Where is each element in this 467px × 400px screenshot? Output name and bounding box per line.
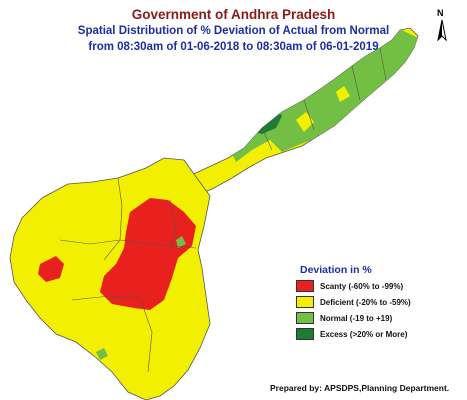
north-arrow: N [431,8,453,44]
north-rainfall-zones [230,28,418,162]
legend-item-deficient: Deficient (-20% to -59%) [296,295,456,309]
scanty-zone-west [38,256,64,282]
north-arrow-label: N [437,8,444,18]
district-boundary [261,127,273,151]
legend-item-excess: Excess (>20% or More) [296,327,456,341]
district-boundaries [59,47,387,373]
district-boundary [351,65,361,101]
yellow-patch-north-2 [336,86,350,102]
district-boundary [169,199,177,251]
district-boundary [379,47,387,81]
map-title-block: Government of Andhra Pradesh Spatial Dis… [0,6,467,55]
legend-item-scanty: Scanty (-60% to -99%) [296,279,456,293]
legend-swatch [296,280,314,292]
legend-label: Scanty (-60% to -99%) [320,281,404,291]
north-arrow-icon [437,19,447,42]
district-boundary [59,239,197,249]
legend-item-normal: Normal (-19 to +19) [296,311,456,325]
legend-swatch [296,312,314,324]
map-period: from 08:30am of 01-06-2018 to 08:30am of… [88,41,379,53]
normal-patch-south-2 [176,236,186,248]
normal-zone-north [230,28,418,162]
normal-patch-south-1 [96,348,108,360]
legend-swatch [296,296,314,308]
map-title: Government of Andhra Pradesh [131,7,336,22]
map-subtitle: Spatial Distribution of % Deviation of A… [77,25,390,37]
legend-swatch [296,328,314,340]
south-rainfall-zones [38,198,196,360]
district-boundary [303,99,315,131]
district-boundary [103,177,123,261]
legend-label: Excess (>20% or More) [320,329,408,339]
scanty-zone-central [100,198,196,310]
legend-title: Deviation in % [300,264,372,276]
legend-label: Deficient (-20% to -59%) [320,297,411,307]
district-boundary [71,295,141,301]
legend: Deviation in % Scanty (-60% to -99%) Def… [296,264,456,343]
prepared-by-credit: Prepared by: APSDPS,Planning Department. [270,383,450,393]
legend-label: Normal (-19 to +19) [320,313,393,323]
district-boundary [139,297,153,373]
